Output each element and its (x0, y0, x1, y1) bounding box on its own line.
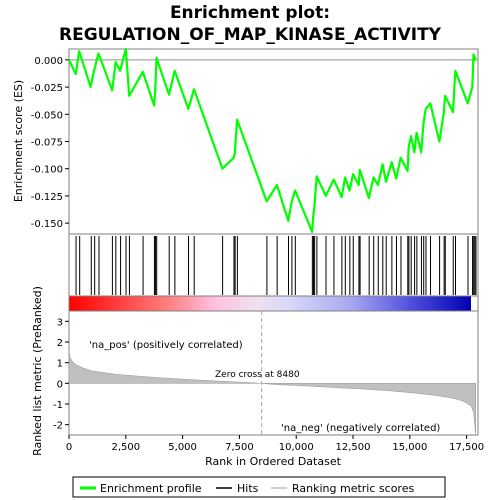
es-enrichment-line (68, 47, 477, 233)
x-axis-label: Rank in Ordered Dataset (205, 455, 342, 468)
hit-marks-group (75, 236, 477, 295)
rank-color-bar-gap (471, 296, 478, 311)
metric-y-tick-label: 1 (57, 359, 63, 370)
metric-y-tick-label: 2 (57, 338, 63, 349)
metric-y-tick-label: -2 (53, 421, 63, 432)
negative-label: 'na_neg' (negatively correlated) (281, 423, 440, 434)
zero-cross-label: Zero cross at 8480 (215, 370, 300, 380)
x-tick-label: 7,500 (225, 442, 254, 453)
es-y-axis-label: Enrichment score (ES) (12, 80, 25, 202)
rank-color-bar (69, 296, 471, 311)
x-tick-label: 5,000 (168, 442, 197, 453)
x-tick-label: 12,500 (336, 442, 371, 453)
es-y-axis: 0.000 -0.025 -0.050 -0.075 -0.100 -0.125 -0.15… (31, 56, 69, 230)
x-axis: 0 2,500 5,000 7,500 10,000 12,500 15,000 17,500 (66, 435, 484, 453)
x-tick-label: 10,000 (279, 442, 314, 453)
metric-panel-frame (68, 310, 479, 436)
legend-box (72, 476, 446, 498)
legend-enrichment-label: Enrichment profile (100, 482, 202, 495)
chart-title: Enrichment plot: (170, 3, 330, 23)
es-y-tick-label: -0.150 (31, 219, 63, 230)
metric-y-axis: 3 2 1 0 -1 -2 (53, 317, 69, 432)
es-y-tick-label: -0.075 (31, 138, 63, 149)
metric-area-group (68, 311, 476, 436)
x-tick-label: 15,000 (392, 442, 427, 453)
metric-y-tick-label: -1 (53, 400, 63, 411)
es-y-tick-label: -0.100 (31, 165, 63, 176)
legend-metric-label: Ranking metric scores (292, 482, 414, 495)
x-tick-label: 0 (66, 442, 72, 453)
metric-area (68, 350, 476, 436)
es-y-tick-label: -0.125 (31, 192, 63, 203)
es-y-tick-label: -0.025 (31, 83, 63, 94)
es-curve-group (68, 47, 477, 233)
es-y-tick-label: 0.000 (34, 56, 63, 67)
x-tick-label: 17,500 (449, 442, 484, 453)
metric-y-axis-label: Ranked list metric (PreRanked) (31, 286, 44, 456)
metric-y-tick-label: 0 (57, 379, 63, 390)
metric-y-tick-label: 3 (57, 317, 63, 328)
chart-subtitle: REGULATION_OF_MAP_KINASE_ACTIVITY (59, 25, 442, 45)
positive-label: 'na_pos' (positively correlated) (89, 340, 243, 351)
es-y-tick-label: -0.050 (31, 110, 63, 121)
legend-hits-label: Hits (237, 482, 259, 495)
x-tick-label: 2,500 (111, 442, 140, 453)
